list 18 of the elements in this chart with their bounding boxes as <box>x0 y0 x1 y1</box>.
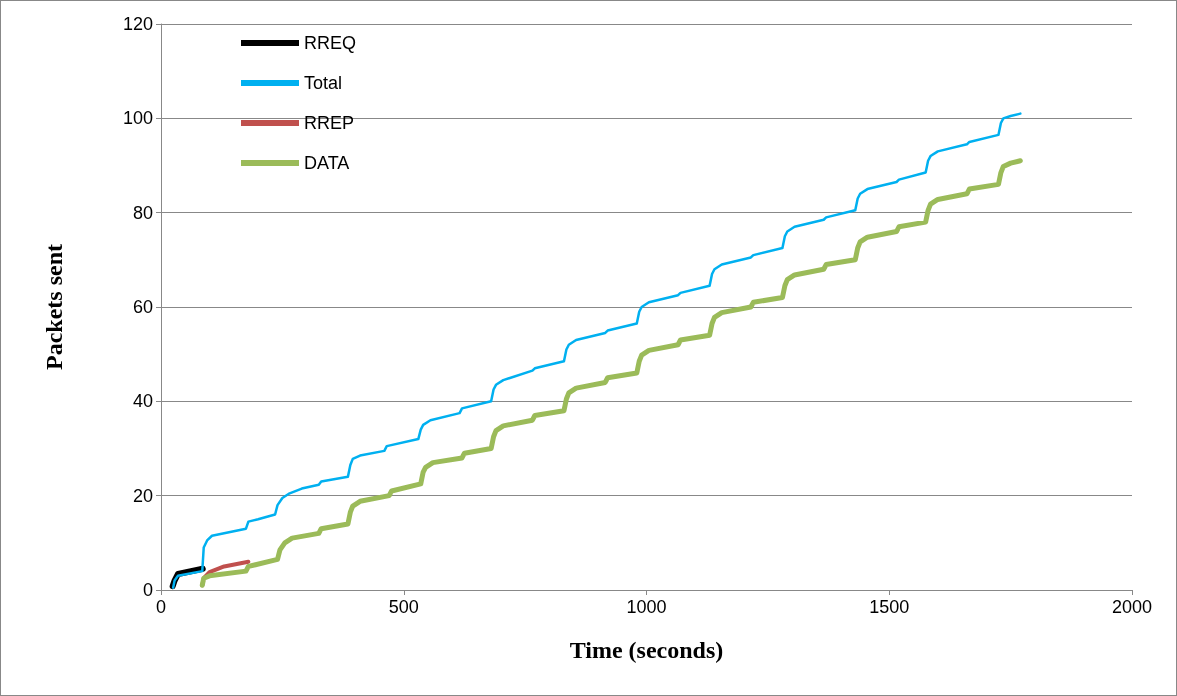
y-tick-label: 80 <box>132 202 153 223</box>
y-axis-title: Packets sent <box>41 244 67 370</box>
x-tick-label: 0 <box>155 597 167 617</box>
y-tick-label: 40 <box>132 391 153 412</box>
legend-label: RREQ <box>304 33 357 53</box>
y-tick-label: 120 <box>122 14 153 34</box>
y-tick-label: 0 <box>142 580 153 600</box>
y-tick-label: 60 <box>132 297 153 317</box>
x-tick-label: 1500 <box>869 597 910 617</box>
y-tick-label: 20 <box>132 485 153 506</box>
x-tick-label: 2000 <box>1111 597 1153 617</box>
x-tick-label: 1000 <box>626 597 667 617</box>
x-tick-label: 500 <box>388 597 419 617</box>
legend-label: Total <box>304 73 343 93</box>
y-tick-label: 100 <box>122 108 153 129</box>
legend-label: DATA <box>304 153 350 173</box>
legend-label: RREP <box>304 113 355 133</box>
x-axis-title: Time (seconds) <box>569 637 724 663</box>
